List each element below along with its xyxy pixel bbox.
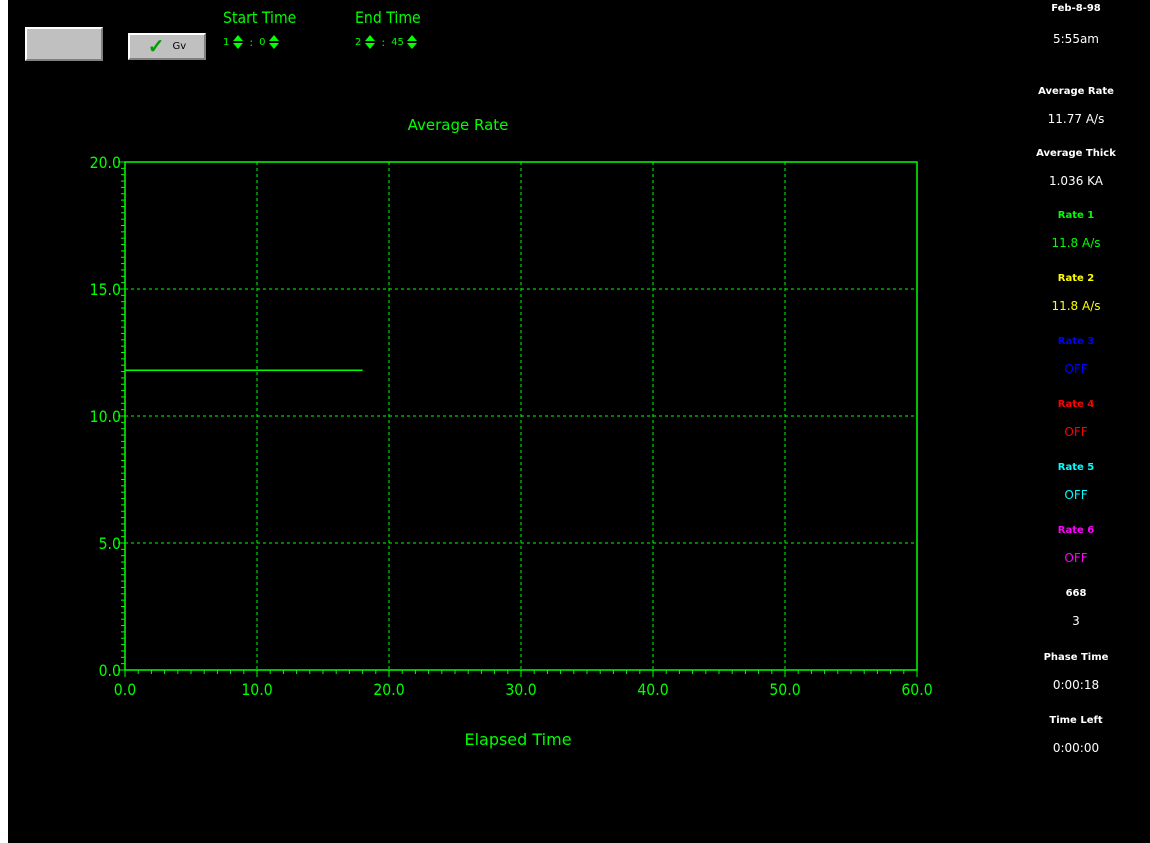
start-time-control: 1 : 0 xyxy=(223,33,279,51)
phase-time-value: 0:00:18 xyxy=(1052,678,1100,692)
y-tick-label: 15.0 xyxy=(90,280,121,299)
step-label: 668 xyxy=(1065,588,1087,599)
rate5-value: OFF xyxy=(1064,488,1088,502)
start-minutes-value: 0 xyxy=(259,36,266,48)
go-button[interactable]: ✓ Gv xyxy=(128,33,206,60)
x-tick-label: 0.0 xyxy=(114,680,136,699)
average-thick-value: 1.036 KA xyxy=(1048,174,1104,188)
start-hours-spinner-icon[interactable] xyxy=(232,34,243,50)
chart-title: Average Rate xyxy=(407,116,509,134)
clock-readout: 5:55am xyxy=(1053,32,1099,46)
x-tick-label: 60.0 xyxy=(901,680,932,699)
x-tick-label: 20.0 xyxy=(373,680,404,699)
rate3-label: Rate 3 xyxy=(1057,336,1095,347)
x-axis-label: Elapsed Time xyxy=(464,730,572,749)
phase-time-label: Phase Time xyxy=(1043,652,1109,663)
x-tick-label: 40.0 xyxy=(637,680,668,699)
start-time-title: Start Time xyxy=(223,8,297,27)
monitor-screen: ✓ Gv Start Time 1 : 0 End Time 2 : 45 Av… xyxy=(8,0,1150,843)
end-time-separator: : xyxy=(381,35,386,49)
y-tick-label: 0.0 xyxy=(99,661,121,680)
rate4-label: Rate 4 xyxy=(1057,399,1095,410)
start-minutes-spinner-icon[interactable] xyxy=(268,34,279,50)
y-tick-label: 10.0 xyxy=(90,407,121,426)
rate5-label: Rate 5 xyxy=(1057,462,1095,473)
x-tick-label: 50.0 xyxy=(769,680,800,699)
average-rate-label: Average Rate xyxy=(1038,86,1114,97)
x-tick-label: 10.0 xyxy=(241,680,272,699)
x-tick-label: 30.0 xyxy=(505,680,536,699)
rate6-label: Rate 6 xyxy=(1057,525,1095,536)
start-time-separator: : xyxy=(249,35,254,49)
y-tick-label: 20.0 xyxy=(90,153,121,172)
end-minutes-value: 45 xyxy=(391,36,404,48)
time-left-value: 0:00:00 xyxy=(1052,741,1100,755)
rate3-value: OFF xyxy=(1064,362,1088,376)
rate2-value: 11.8 A/s xyxy=(1051,299,1101,313)
end-hours-spinner-icon[interactable] xyxy=(364,34,375,50)
rate4-value: OFF xyxy=(1064,425,1088,439)
blank-button[interactable] xyxy=(25,27,103,61)
checkmark-icon: ✓ xyxy=(147,35,165,58)
time-left-label: Time Left xyxy=(1049,715,1103,726)
rate1-label: Rate 1 xyxy=(1057,210,1095,221)
end-time-title: End Time xyxy=(355,8,421,27)
rate2-label: Rate 2 xyxy=(1057,273,1095,284)
rate6-value: OFF xyxy=(1064,551,1088,565)
end-hours-value: 2 xyxy=(355,36,362,48)
end-minutes-spinner-icon[interactable] xyxy=(407,34,418,50)
rate-chart: 0.0 10.0 20.0 30.0 40.0 50.0 60.0 0.0 5.0 10.0 15.… xyxy=(90,153,933,699)
date-readout: Feb-8-98 xyxy=(1051,3,1101,14)
average-rate-value: 11.77 A/s xyxy=(1047,112,1105,126)
start-hours-value: 1 xyxy=(223,36,230,48)
y-tick-label: 5.0 xyxy=(99,534,121,553)
average-thick-label: Average Thick xyxy=(1036,148,1116,159)
end-time-control: 2 : 45 xyxy=(355,33,418,51)
step-value: 3 xyxy=(1072,614,1080,628)
go-button-label: Gv xyxy=(172,41,187,52)
rate1-value: 11.8 A/s xyxy=(1051,236,1101,250)
